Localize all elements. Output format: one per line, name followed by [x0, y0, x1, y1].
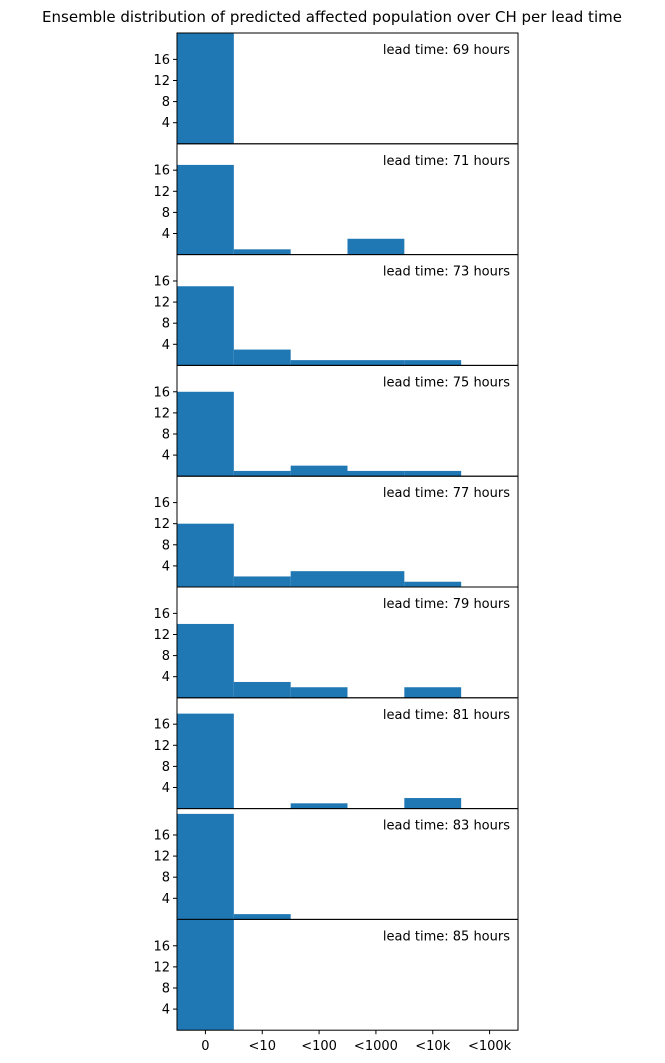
y-tick-label: 4	[162, 449, 170, 464]
bar-<1000	[347, 470, 405, 477]
panel-label: lead time: 73 hours	[383, 265, 510, 280]
y-tick-label: 8	[162, 649, 170, 664]
panel-4: 4 8 12 16 lead time: 75 hours	[153, 364, 519, 477]
panel-label: lead time: 85 hours	[383, 929, 510, 944]
y-tick-label: 16	[153, 385, 170, 400]
y-tick-label: 4	[162, 1003, 170, 1018]
y-tick-label: 8	[162, 538, 170, 553]
y-tick-label: 12	[153, 185, 170, 200]
bar-0	[177, 623, 234, 698]
y-tick-label: 4	[162, 116, 170, 131]
y-tick-label: 4	[162, 338, 170, 353]
y-tick-label: 16	[153, 496, 170, 511]
panel-label: lead time: 69 hours	[383, 43, 510, 58]
bar-0	[177, 523, 234, 587]
panel-5: 4 8 12 16 lead time: 77 hours	[153, 475, 519, 588]
bar-0	[177, 713, 234, 809]
bar-<10	[233, 349, 291, 366]
bar-<10k	[404, 798, 462, 809]
panel-9: 4 8 12 16 lead time: 85 hours	[153, 918, 519, 1031]
y-tick-label: 8	[162, 206, 170, 221]
bar-<10k	[404, 581, 462, 587]
bar-0	[177, 391, 234, 477]
y-tick-label: 12	[153, 739, 170, 754]
panel-1: 4 8 12 16 lead time: 69 hours	[153, 32, 519, 145]
y-tick-label: 16	[153, 939, 170, 954]
y-tick-label: 12	[153, 517, 170, 532]
panel-label: lead time: 79 hours	[383, 597, 510, 612]
panel-label: lead time: 75 hours	[383, 375, 510, 390]
bar-<100	[290, 465, 348, 477]
bar-<10	[233, 681, 291, 698]
y-tick-label: 8	[162, 95, 170, 110]
bar-0	[177, 164, 234, 255]
bar-0	[177, 286, 234, 366]
y-tick-label: 12	[153, 850, 170, 865]
bar-<1000	[347, 360, 405, 366]
bar-<10	[233, 576, 291, 587]
y-tick-label: 4	[162, 559, 170, 574]
panel-label: lead time: 81 hours	[383, 708, 510, 723]
bar-<10	[233, 249, 291, 255]
y-tick-label: 16	[153, 718, 170, 733]
y-tick-label: 8	[162, 427, 170, 442]
panel-2: 4 8 12 16 lead time: 71 hours	[153, 143, 519, 256]
y-tick-label: 12	[153, 960, 170, 975]
panel-label: lead time: 77 hours	[383, 486, 510, 501]
bar-<100	[290, 571, 348, 587]
y-tick-label: 12	[153, 296, 170, 311]
panel-8: 4 8 12 16 lead time: 83 hours	[153, 808, 519, 920]
y-tick-label: 16	[153, 828, 170, 843]
x-tick-label: <10	[249, 1039, 276, 1054]
bar-<100	[290, 687, 348, 698]
bar-0	[177, 919, 234, 1031]
bar-<10k	[404, 360, 462, 366]
x-axis-ticks: 0 <10 <100 <1000 <10k <100k	[201, 1030, 512, 1054]
panel-frame	[176, 918, 519, 1031]
panel-7: 4 8 12 16 lead time: 81 hours	[153, 697, 519, 810]
bar-0	[177, 33, 234, 144]
y-tick-label: 4	[162, 892, 170, 907]
bar-<100	[290, 360, 348, 366]
bar-<100	[290, 803, 348, 809]
y-tick-label: 16	[153, 164, 170, 179]
y-tick-label: 16	[153, 607, 170, 622]
x-tick-label: <10k	[415, 1039, 450, 1054]
panel-3: 4 8 12 16 lead time: 73 hours	[153, 254, 519, 366]
y-tick-label: 8	[162, 760, 170, 775]
bar-<1000	[347, 571, 405, 587]
x-tick-label: <100	[301, 1039, 337, 1054]
y-tick-label: 12	[153, 74, 170, 89]
y-tick-label: 8	[162, 981, 170, 996]
panels-group: 4 8 12 16 lead time: 69 hours 4 8 12 16 lead time…	[153, 32, 519, 1031]
bar-<10	[233, 914, 291, 920]
y-tick-label: 16	[153, 274, 170, 289]
bar-<10k	[404, 687, 462, 698]
y-tick-label: 4	[162, 227, 170, 242]
y-tick-label: 8	[162, 317, 170, 332]
bar-<10k	[404, 470, 462, 477]
y-tick-label: 4	[162, 670, 170, 685]
panel-label: lead time: 71 hours	[383, 154, 510, 169]
y-tick-label: 4	[162, 781, 170, 796]
chart-title: Ensemble distribution of predicted affec…	[42, 8, 622, 26]
bar-<1000	[347, 238, 405, 255]
x-tick-label: 0	[201, 1039, 209, 1054]
x-tick-label: <1000	[354, 1039, 398, 1054]
panel-6: 4 8 12 16 lead time: 79 hours	[153, 586, 519, 699]
y-tick-label: 16	[153, 53, 170, 68]
bar-<10	[233, 470, 291, 477]
y-tick-label: 12	[153, 628, 170, 643]
x-tick-label: <100k	[468, 1039, 512, 1054]
bar-0	[177, 813, 234, 920]
y-tick-label: 12	[153, 406, 170, 421]
y-tick-label: 8	[162, 871, 170, 886]
panel-label: lead time: 83 hours	[383, 819, 510, 834]
